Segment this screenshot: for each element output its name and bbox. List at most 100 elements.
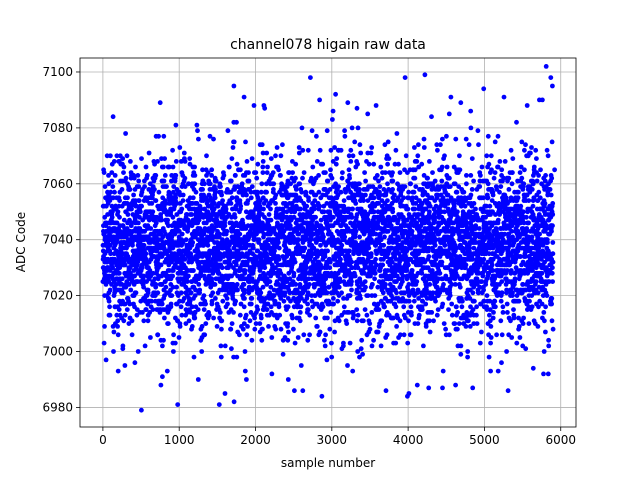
data-point — [362, 170, 367, 176]
data-point — [177, 298, 182, 304]
data-point — [225, 128, 231, 134]
data-point — [119, 187, 125, 192]
data-point — [194, 201, 200, 206]
data-point — [361, 318, 366, 324]
data-point — [152, 187, 157, 192]
data-point — [242, 268, 248, 273]
data-point — [298, 304, 304, 310]
data-point — [335, 298, 341, 304]
data-point — [123, 175, 129, 181]
data-point — [385, 139, 391, 145]
data-point — [360, 351, 365, 357]
data-point — [204, 153, 209, 159]
data-point — [409, 268, 415, 273]
data-point — [298, 206, 303, 212]
data-point — [322, 343, 328, 349]
data-point — [259, 337, 265, 343]
data-point — [464, 181, 469, 187]
data-point — [472, 298, 477, 304]
data-point — [444, 164, 450, 170]
data-point — [286, 329, 291, 335]
data-point — [376, 307, 382, 312]
data-point — [336, 284, 342, 290]
data-point — [320, 161, 326, 167]
data-point — [150, 209, 156, 215]
data-point — [374, 173, 380, 178]
data-point — [273, 153, 278, 159]
data-point — [327, 265, 333, 271]
data-point — [133, 290, 139, 296]
data-point — [229, 321, 235, 326]
data-point — [292, 340, 298, 346]
data-point — [466, 142, 472, 148]
data-point — [141, 242, 147, 248]
data-point — [199, 324, 205, 329]
data-point — [347, 293, 353, 298]
data-point — [441, 321, 447, 326]
data-point — [109, 170, 115, 176]
data-point — [106, 181, 112, 187]
data-point — [111, 159, 117, 164]
data-point — [352, 139, 358, 145]
data-point — [240, 326, 246, 332]
data-point — [354, 307, 360, 312]
data-point — [465, 349, 471, 354]
data-point — [219, 318, 225, 324]
data-point — [353, 201, 359, 206]
data-point — [477, 226, 482, 231]
data-point — [172, 340, 178, 346]
data-point — [120, 290, 126, 296]
data-point — [139, 156, 144, 162]
data-point — [156, 133, 162, 139]
data-point — [266, 212, 272, 217]
data-point — [364, 312, 370, 318]
data-point — [243, 139, 248, 145]
data-point — [111, 329, 117, 335]
data-point — [372, 270, 378, 276]
data-point — [175, 293, 181, 298]
data-point — [304, 203, 310, 209]
data-point — [432, 178, 438, 184]
data-point — [296, 237, 301, 243]
data-point — [363, 284, 368, 290]
data-point — [439, 164, 445, 170]
data-point — [338, 189, 344, 195]
data-point — [442, 153, 447, 159]
data-point — [378, 343, 384, 349]
data-point — [219, 192, 225, 198]
data-point — [397, 318, 403, 324]
data-point — [234, 161, 240, 167]
data-point — [189, 324, 195, 329]
data-point — [229, 195, 235, 201]
data-point — [224, 228, 230, 234]
data-point — [470, 290, 476, 296]
data-point — [449, 312, 455, 318]
data-point — [455, 310, 460, 315]
data-point — [163, 284, 169, 290]
data-point — [126, 321, 132, 326]
data-point — [411, 298, 417, 304]
data-point — [116, 307, 122, 312]
data-point — [474, 312, 479, 318]
data-point — [278, 173, 283, 178]
data-point — [211, 136, 216, 142]
data-point — [250, 245, 256, 251]
data-point — [437, 270, 443, 276]
data-point — [141, 273, 147, 279]
data-point — [191, 268, 196, 273]
data-point — [276, 304, 282, 310]
data-point — [297, 310, 303, 315]
data-point — [345, 363, 350, 368]
data-point — [222, 343, 228, 349]
data-point — [433, 298, 438, 304]
data-point — [231, 83, 237, 89]
data-point — [176, 335, 182, 340]
data-point — [379, 318, 385, 324]
data-point — [329, 175, 335, 181]
data-point — [301, 332, 307, 338]
data-point — [293, 175, 298, 181]
data-point — [237, 231, 243, 237]
data-point — [164, 368, 170, 374]
data-point — [427, 159, 432, 164]
data-point — [338, 256, 343, 262]
